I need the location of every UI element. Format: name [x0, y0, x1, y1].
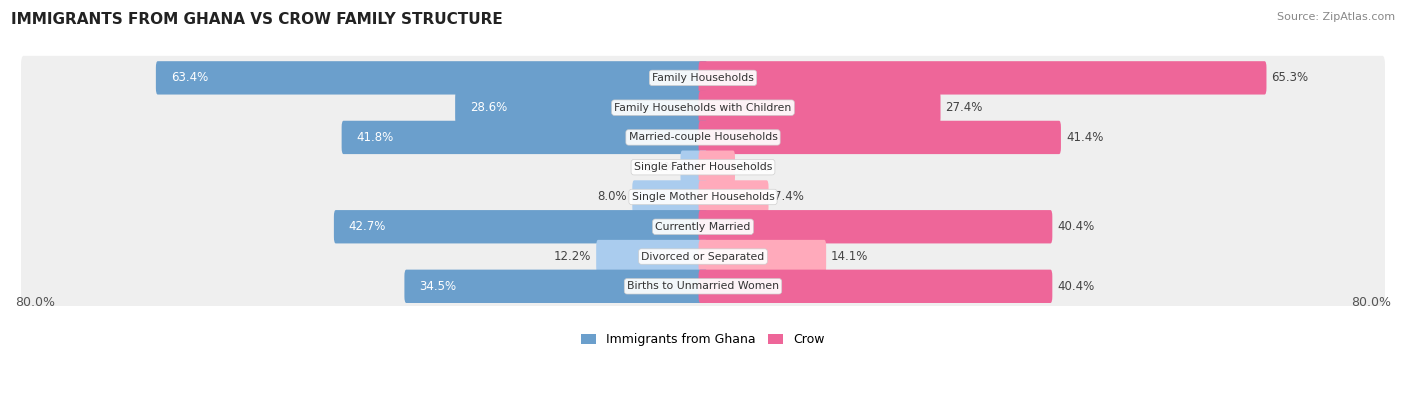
- FancyBboxPatch shape: [699, 270, 1052, 303]
- FancyBboxPatch shape: [699, 210, 1052, 243]
- Text: 27.4%: 27.4%: [945, 101, 983, 114]
- FancyBboxPatch shape: [699, 121, 1062, 154]
- FancyBboxPatch shape: [342, 121, 707, 154]
- Text: 7.4%: 7.4%: [773, 190, 803, 203]
- FancyBboxPatch shape: [699, 180, 769, 214]
- Text: 42.7%: 42.7%: [349, 220, 387, 233]
- Text: Currently Married: Currently Married: [655, 222, 751, 232]
- Text: 28.6%: 28.6%: [470, 101, 508, 114]
- FancyBboxPatch shape: [21, 175, 1385, 219]
- FancyBboxPatch shape: [456, 91, 707, 124]
- FancyBboxPatch shape: [699, 91, 941, 124]
- FancyBboxPatch shape: [21, 264, 1385, 308]
- Text: Births to Unmarried Women: Births to Unmarried Women: [627, 281, 779, 292]
- Text: 14.1%: 14.1%: [831, 250, 869, 263]
- FancyBboxPatch shape: [699, 240, 827, 273]
- Text: 80.0%: 80.0%: [15, 296, 55, 309]
- Text: Single Mother Households: Single Mother Households: [631, 192, 775, 202]
- Text: IMMIGRANTS FROM GHANA VS CROW FAMILY STRUCTURE: IMMIGRANTS FROM GHANA VS CROW FAMILY STR…: [11, 12, 503, 27]
- FancyBboxPatch shape: [21, 145, 1385, 189]
- Text: Family Households with Children: Family Households with Children: [614, 103, 792, 113]
- Text: 40.4%: 40.4%: [1057, 280, 1094, 293]
- Text: 40.4%: 40.4%: [1057, 220, 1094, 233]
- Text: 12.2%: 12.2%: [554, 250, 591, 263]
- FancyBboxPatch shape: [333, 210, 707, 243]
- FancyBboxPatch shape: [21, 115, 1385, 160]
- FancyBboxPatch shape: [21, 86, 1385, 130]
- FancyBboxPatch shape: [156, 61, 707, 94]
- Text: 34.5%: 34.5%: [419, 280, 457, 293]
- FancyBboxPatch shape: [21, 235, 1385, 278]
- FancyBboxPatch shape: [699, 61, 1267, 94]
- FancyBboxPatch shape: [21, 56, 1385, 100]
- FancyBboxPatch shape: [699, 150, 735, 184]
- Text: Divorced or Separated: Divorced or Separated: [641, 252, 765, 261]
- Text: 63.4%: 63.4%: [170, 71, 208, 85]
- Text: Source: ZipAtlas.com: Source: ZipAtlas.com: [1277, 12, 1395, 22]
- Text: 3.5%: 3.5%: [740, 161, 769, 174]
- FancyBboxPatch shape: [596, 240, 707, 273]
- Text: 41.8%: 41.8%: [356, 131, 394, 144]
- FancyBboxPatch shape: [681, 150, 707, 184]
- FancyBboxPatch shape: [633, 180, 707, 214]
- Legend: Immigrants from Ghana, Crow: Immigrants from Ghana, Crow: [576, 328, 830, 351]
- Text: Family Households: Family Households: [652, 73, 754, 83]
- FancyBboxPatch shape: [405, 270, 707, 303]
- Text: Married-couple Households: Married-couple Households: [628, 132, 778, 143]
- Text: 80.0%: 80.0%: [1351, 296, 1391, 309]
- Text: 8.0%: 8.0%: [598, 190, 627, 203]
- Text: 65.3%: 65.3%: [1271, 71, 1309, 85]
- FancyBboxPatch shape: [21, 205, 1385, 249]
- Text: 41.4%: 41.4%: [1066, 131, 1104, 144]
- Text: 2.4%: 2.4%: [645, 161, 675, 174]
- Text: Single Father Households: Single Father Households: [634, 162, 772, 172]
